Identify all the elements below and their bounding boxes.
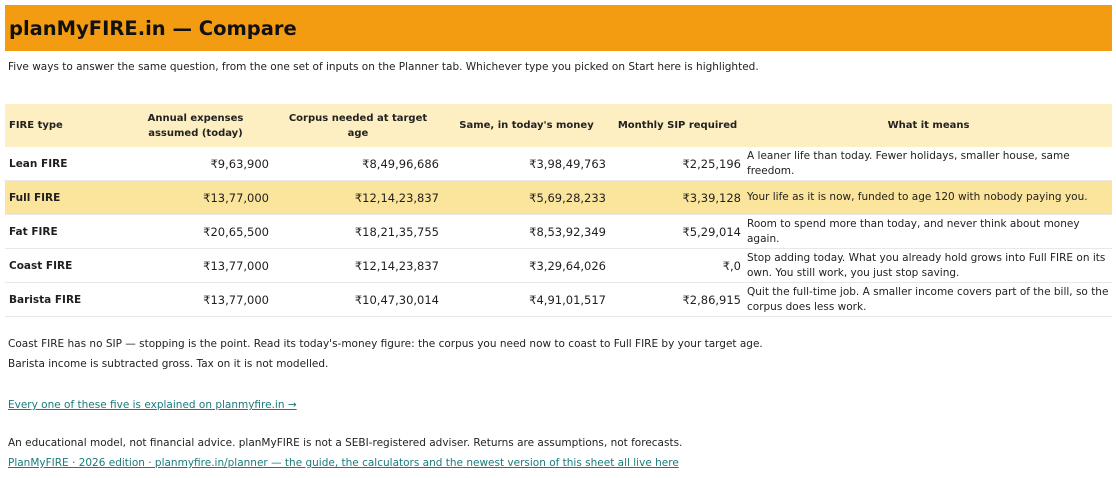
meaning-cell: Room to spend more than today, and never… bbox=[745, 214, 1112, 249]
monthly-sip-cell: ₹2,25,196 bbox=[610, 147, 745, 181]
todays-money-cell: ₹4,91,01,517 bbox=[443, 282, 610, 317]
monthly-sip-cell: ₹5,29,014 bbox=[610, 214, 745, 249]
annual-expenses-cell: ₹13,77,000 bbox=[118, 180, 273, 215]
meaning-cell: Your life as it is now, funded to age 12… bbox=[745, 180, 1112, 215]
header-annual-expenses: Annual expenses assumed (today) bbox=[118, 104, 273, 147]
todays-money-cell: ₹8,53,92,349 bbox=[443, 214, 610, 249]
corpus-needed-cell: ₹10,47,30,014 bbox=[273, 282, 443, 317]
disclaimer: An educational model, not financial advi… bbox=[8, 437, 683, 449]
monthly-sip-cell: ₹3,39,128 bbox=[610, 180, 745, 215]
table-row: Fat FIRE ₹20,65,500 ₹18,21,35,755 ₹8,53,92,… bbox=[5, 214, 1112, 249]
annual-expenses-cell: ₹13,77,000 bbox=[118, 282, 273, 317]
coast-note: Coast FIRE has no SIP — stopping is the … bbox=[8, 338, 763, 350]
corpus-needed-cell: ₹12,14,23,837 bbox=[273, 248, 443, 283]
barista-note: Barista income is subtracted gross. Tax … bbox=[8, 358, 329, 370]
annual-expenses-cell: ₹9,63,900 bbox=[118, 147, 273, 181]
fire-type-cell: Full FIRE bbox=[5, 180, 118, 215]
comparison-table: FIRE type Annual expenses assumed (today… bbox=[5, 104, 1112, 317]
corpus-needed-cell: ₹18,21,35,755 bbox=[273, 214, 443, 249]
fire-type-cell: Barista FIRE bbox=[5, 282, 118, 317]
todays-money-cell: ₹5,69,28,233 bbox=[443, 180, 610, 215]
fire-type-cell: Lean FIRE bbox=[5, 147, 118, 181]
meaning-cell: A leaner life than today. Fewer holidays… bbox=[745, 147, 1112, 181]
explained-link[interactable]: Every one of these five is explained on … bbox=[8, 399, 297, 411]
header-todays-money: Same, in today's money bbox=[443, 104, 610, 147]
fire-type-cell: Fat FIRE bbox=[5, 214, 118, 249]
table-header-row: FIRE type Annual expenses assumed (today… bbox=[5, 104, 1112, 147]
table-row: Full FIRE ₹13,77,000 ₹12,14,23,837 ₹5,69,28… bbox=[5, 180, 1112, 215]
monthly-sip-cell: ₹2,86,915 bbox=[610, 282, 745, 317]
todays-money-cell: ₹3,98,49,763 bbox=[443, 147, 610, 181]
table-row: Coast FIRE ₹13,77,000 ₹12,14,23,837 ₹3,29,6… bbox=[5, 248, 1112, 283]
footer-link[interactable]: PlanMyFIRE · 2026 edition · planmyfire.i… bbox=[8, 457, 679, 469]
page-title: planMyFIRE.in — Compare bbox=[9, 16, 297, 40]
todays-money-cell: ₹3,29,64,026 bbox=[443, 248, 610, 283]
title-bar: planMyFIRE.in — Compare bbox=[5, 5, 1112, 51]
annual-expenses-cell: ₹13,77,000 bbox=[118, 248, 273, 283]
fire-type-cell: Coast FIRE bbox=[5, 248, 118, 283]
header-corpus-needed: Corpus needed at target age bbox=[273, 104, 443, 147]
monthly-sip-cell: ₹,0 bbox=[610, 248, 745, 283]
corpus-needed-cell: ₹8,49,96,686 bbox=[273, 147, 443, 181]
header-fire-type: FIRE type bbox=[5, 104, 118, 147]
table-row: Barista FIRE ₹13,77,000 ₹10,47,30,014 ₹4,91… bbox=[5, 282, 1112, 317]
annual-expenses-cell: ₹20,65,500 bbox=[118, 214, 273, 249]
corpus-needed-cell: ₹12,14,23,837 bbox=[273, 180, 443, 215]
meaning-cell: Quit the full-time job. A smaller income… bbox=[745, 282, 1112, 317]
header-what-it-means: What it means bbox=[745, 104, 1112, 147]
page-subtitle: Five ways to answer the same question, f… bbox=[8, 61, 759, 73]
meaning-cell: Stop adding today. What you already hold… bbox=[745, 248, 1112, 283]
header-monthly-sip: Monthly SIP required bbox=[610, 104, 745, 147]
table-row: Lean FIRE ₹9,63,900 ₹8,49,96,686 ₹3,98,49,7… bbox=[5, 147, 1112, 181]
